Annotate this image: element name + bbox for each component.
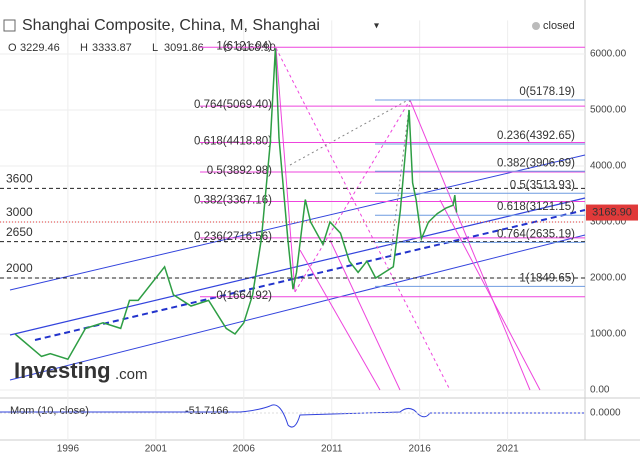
- dropdown-arrow[interactable]: ▾: [374, 21, 379, 32]
- y-tick-label: 5000.00: [590, 105, 627, 116]
- ohlc-key: C: [224, 42, 232, 54]
- fib-trend: [389, 99, 411, 261]
- level-label: 2000: [6, 261, 33, 275]
- fib-label: 0.236(4392.65): [497, 130, 575, 142]
- fib-label: 0(1664.92): [216, 290, 272, 302]
- pitchfork-line: [294, 99, 411, 293]
- y-tick-label: 3000.00: [590, 217, 627, 228]
- ohlc-key: L: [152, 42, 158, 54]
- x-tick-label: 2021: [496, 444, 519, 455]
- ohlc-value: 3333.87: [92, 42, 132, 54]
- pitchfork-line: [329, 239, 401, 391]
- pitchfork-line: [439, 199, 541, 391]
- channel-line: [9, 234, 586, 381]
- fib-label: 1(1849.65): [519, 272, 575, 284]
- level-label: 3000: [6, 205, 33, 219]
- indicator-value: -51.7166: [185, 405, 228, 417]
- momentum-line: [0, 404, 585, 428]
- x-tick-label: 2016: [409, 444, 432, 455]
- y-tick-label: 0.00: [590, 385, 610, 396]
- level-label: 2650: [6, 225, 33, 239]
- ohlc-key: H: [80, 42, 88, 54]
- brand-suffix: .com: [115, 366, 148, 383]
- y-tick-label: 4000.00: [590, 161, 627, 172]
- x-tick-label: 2001: [145, 444, 168, 455]
- indicator-label: Mom (10, close): [10, 405, 89, 417]
- collapse-icon[interactable]: [3, 19, 16, 32]
- y-tick-label: 1000.00: [590, 329, 627, 340]
- status-dot: [532, 22, 540, 30]
- ohlc-value: 3168.90: [236, 42, 276, 54]
- x-tick-label: 2011: [321, 444, 343, 455]
- fib-label: 0.764(5069.40): [194, 99, 272, 111]
- pitchfork-line: [275, 47, 451, 391]
- fib-label: 0.382(3367.16): [194, 194, 272, 206]
- chart-title: Shanghai Composite, China, M, Shanghai: [22, 17, 320, 34]
- fib-label: 0.764(2635.19): [497, 228, 575, 240]
- fib-label: 0.382(3906.69): [497, 157, 575, 169]
- drawings: [9, 47, 586, 391]
- y-tick-label: 6000.00: [590, 49, 627, 60]
- pitchfork-line: [275, 47, 296, 293]
- brand: Investing: [14, 358, 111, 383]
- ohlc-value: 3091.86: [164, 42, 204, 54]
- fib-label: 0.236(2716.56): [194, 231, 272, 243]
- pitchfork-line: [409, 99, 531, 391]
- status: closed: [543, 20, 575, 32]
- price-line: [14, 48, 458, 361]
- price-tag: [586, 204, 638, 221]
- x-tick-label: 1996: [57, 444, 80, 455]
- price-tag-label: 3168.90: [592, 206, 632, 218]
- fib-label: 0.618(3121.15): [497, 201, 575, 213]
- x-tick-label: 2006: [233, 444, 256, 455]
- fib-label: 1(6121.04): [216, 40, 272, 52]
- ohlc: O 3229.46 H 3333.87 L 3091.86 C 3168.90: [8, 42, 276, 54]
- fib-label: 0(5178.19): [519, 86, 575, 98]
- fib-label: 0.5(3513.93): [510, 179, 575, 191]
- level-label: 3600: [6, 172, 33, 186]
- fib-label: 0.5(3892.98): [207, 165, 272, 177]
- fib-label: 0.618(4418.80): [194, 136, 272, 148]
- y-tick-label: 2000.00: [590, 273, 627, 284]
- ohlc-key: O: [8, 42, 17, 54]
- ohlc-value: 3229.46: [20, 42, 60, 54]
- y-tick-label: 0.0000: [590, 408, 621, 419]
- trend-line: [34, 209, 586, 341]
- pitchfork-line: [299, 249, 381, 391]
